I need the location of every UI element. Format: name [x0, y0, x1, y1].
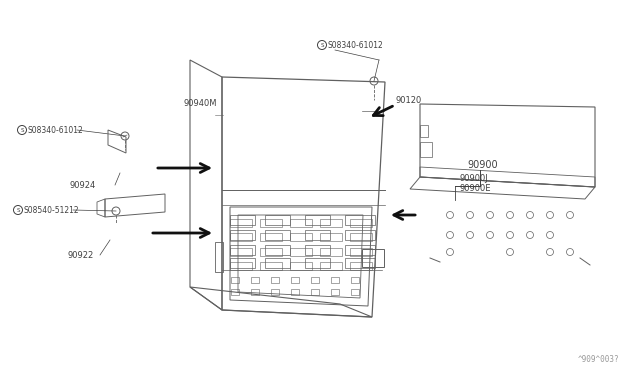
Text: 90924: 90924 [70, 180, 96, 189]
Bar [271, 289, 279, 295]
Bar [260, 262, 282, 270]
Bar [320, 233, 342, 241]
Bar [265, 215, 290, 225]
Bar [345, 245, 375, 255]
Bar [345, 230, 375, 240]
Bar [231, 289, 239, 295]
Bar [230, 230, 255, 240]
Bar [230, 215, 255, 225]
Bar [331, 277, 339, 283]
Bar [230, 262, 252, 270]
Bar [290, 219, 312, 227]
Bar [265, 230, 290, 240]
Text: ^909^003?: ^909^003? [578, 356, 620, 365]
Text: 90900: 90900 [467, 160, 498, 170]
Bar [305, 258, 330, 268]
Bar [320, 219, 342, 227]
Bar [345, 258, 375, 268]
Text: S: S [20, 128, 24, 132]
Bar [311, 289, 319, 295]
Bar [271, 277, 279, 283]
Text: S08340-61012: S08340-61012 [28, 125, 83, 135]
Text: 90900J: 90900J [460, 173, 489, 183]
Text: 90120: 90120 [395, 96, 421, 105]
Text: 90900E: 90900E [460, 183, 492, 192]
Text: S: S [16, 208, 20, 212]
Bar [231, 277, 239, 283]
Bar [265, 258, 290, 268]
Bar [351, 277, 359, 283]
Bar [290, 233, 312, 241]
Bar [320, 248, 342, 256]
Bar [290, 248, 312, 256]
Bar [260, 219, 282, 227]
Text: S: S [320, 42, 324, 48]
Bar [305, 245, 330, 255]
Text: S08540-51212: S08540-51212 [24, 205, 79, 215]
Bar [265, 245, 290, 255]
Bar [230, 258, 255, 268]
Bar [320, 262, 342, 270]
Bar [230, 248, 252, 256]
Bar [260, 248, 282, 256]
Bar [260, 233, 282, 241]
Bar [291, 289, 299, 295]
Bar [291, 277, 299, 283]
Bar [230, 219, 252, 227]
Bar [350, 262, 372, 270]
Bar [311, 277, 319, 283]
Text: S08340-61012: S08340-61012 [328, 41, 383, 49]
Bar [351, 289, 359, 295]
Text: 90940M: 90940M [183, 99, 216, 108]
Bar [350, 219, 372, 227]
Text: 90922: 90922 [68, 250, 94, 260]
Bar [251, 289, 259, 295]
Bar [345, 215, 375, 225]
Bar [350, 233, 372, 241]
Bar [305, 215, 330, 225]
Bar [251, 277, 259, 283]
Bar [290, 262, 312, 270]
Bar [230, 233, 252, 241]
Bar [230, 245, 255, 255]
Bar [350, 248, 372, 256]
Bar [331, 289, 339, 295]
Bar [305, 230, 330, 240]
